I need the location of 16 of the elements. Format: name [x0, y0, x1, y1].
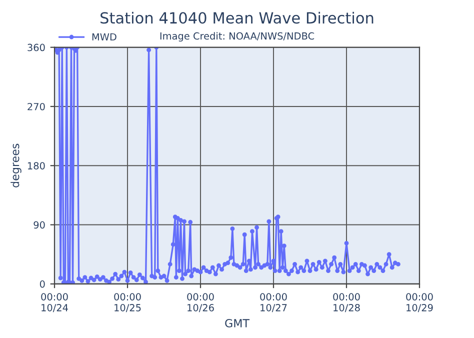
- x-tick-label: 00:00 10/25: [114, 293, 141, 312]
- legend-label: MWD: [92, 33, 116, 40]
- y-tick-label: 0: [40, 280, 45, 288]
- chart-subtitle: Image Credit: NOAA/NWS/NDBC: [160, 32, 314, 42]
- y-tick-label: 270: [28, 102, 45, 110]
- y-tick-label: 90: [34, 221, 45, 229]
- chart-title: Station 41040 Mean Wave Direction: [100, 12, 374, 24]
- y-tick-label: 180: [28, 162, 45, 170]
- x-tick-label: 00:00 10/28: [333, 293, 360, 312]
- x-tick-label: 00:00 10/26: [187, 293, 214, 312]
- y-tick-label: 360: [28, 44, 45, 52]
- x-tick-label: 00:00 10/29: [406, 293, 433, 312]
- x-tick-label: 00:00 10/24: [41, 293, 68, 312]
- x-tick-label: 00:00 10/27: [260, 293, 287, 312]
- x-axis-title: GMT: [225, 318, 250, 328]
- y-axis-title: degrees: [10, 144, 22, 188]
